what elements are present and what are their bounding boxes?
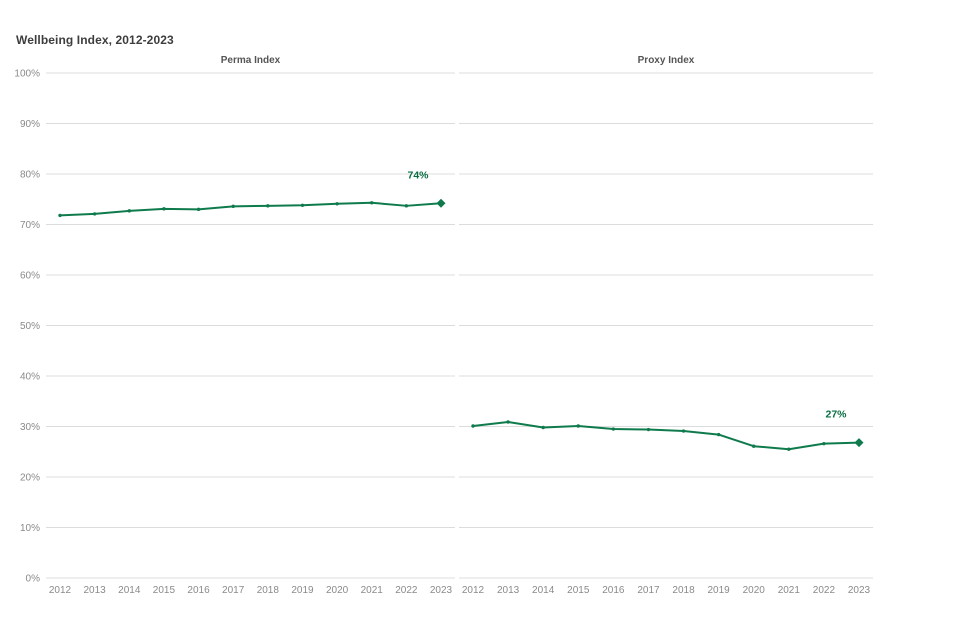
series-line [59, 201, 442, 217]
data-point [370, 201, 374, 205]
data-point [576, 424, 580, 428]
data-point-end-marker [436, 198, 446, 208]
y-axis-tick-label: 70% [20, 220, 40, 231]
x-axis-tick-label: 2016 [187, 585, 210, 596]
x-axis-tick-label: 2018 [257, 585, 280, 596]
data-point [404, 204, 409, 208]
x-axis-tick-label: 2022 [395, 585, 418, 596]
y-axis-tick-label: 90% [20, 119, 40, 130]
data-point [127, 209, 131, 213]
data-point [471, 424, 475, 428]
x-axis-tick-label: 2016 [602, 585, 625, 596]
x-axis-tick-label: 2020 [743, 585, 766, 596]
data-point [58, 213, 62, 218]
x-axis-tick-label: 2019 [708, 585, 731, 596]
data-point [752, 444, 756, 448]
x-axis-tick-label: 2022 [813, 585, 836, 596]
data-point [681, 429, 686, 433]
y-axis-tick-label: 50% [20, 321, 40, 332]
data-point [822, 441, 826, 446]
series-line [472, 420, 860, 451]
y-axis-tick-label: 40% [20, 372, 40, 383]
x-axis-tick-label: 2014 [118, 585, 141, 596]
page-title: Wellbeing Index, 2012-2023 [16, 33, 174, 47]
data-point [611, 427, 616, 431]
data-point [196, 207, 201, 212]
x-axis-tick-label: 2012 [462, 585, 485, 596]
data-point [646, 427, 651, 432]
data-point [335, 202, 339, 206]
x-axis-tick-label: 2015 [153, 585, 176, 596]
x-axis-tick-label: 2012 [49, 585, 72, 596]
x-axis-tick-label: 2018 [672, 585, 695, 596]
x-axis-tick-label: 2017 [222, 585, 245, 596]
x-axis-tick-label: 2020 [326, 585, 349, 596]
data-point [162, 207, 166, 211]
y-axis-tick-label: 60% [20, 271, 40, 282]
series-end-value-label: 27% [825, 409, 847, 421]
x-axis-tick-label: 2013 [497, 585, 520, 596]
y-axis-tick-label: 20% [20, 473, 40, 484]
x-axis-tick-label: 2019 [291, 585, 314, 596]
series-end-value-label: 74% [407, 169, 429, 181]
panel-title-proxy-index: Proxy Index [637, 55, 695, 66]
x-axis-tick-label: 2017 [637, 585, 660, 596]
x-axis-tick-label: 2023 [848, 585, 871, 596]
data-point [300, 203, 305, 208]
x-axis-tick-label: 2023 [430, 585, 453, 596]
y-axis-tick-label: 10% [20, 523, 40, 534]
data-point [231, 204, 235, 209]
data-point-end-marker [854, 438, 864, 448]
x-axis-tick-label: 2013 [84, 585, 107, 596]
data-point [787, 447, 791, 451]
data-point [541, 425, 545, 430]
data-point [92, 212, 97, 216]
y-axis-tick-label: 80% [20, 170, 40, 181]
x-axis-tick-label: 2021 [778, 585, 801, 596]
x-axis-tick-label: 2014 [532, 585, 555, 596]
y-axis-tick-label: 100% [14, 69, 40, 80]
x-axis-tick-label: 2015 [567, 585, 590, 596]
panel-title-perma-index: Perma Index [220, 55, 281, 66]
y-axis-tick-label: 0% [26, 574, 41, 585]
y-axis-tick-label: 30% [20, 422, 40, 433]
x-axis-tick-label: 2021 [361, 585, 384, 596]
data-point [266, 204, 270, 208]
data-point [716, 432, 721, 437]
data-point [506, 420, 510, 424]
